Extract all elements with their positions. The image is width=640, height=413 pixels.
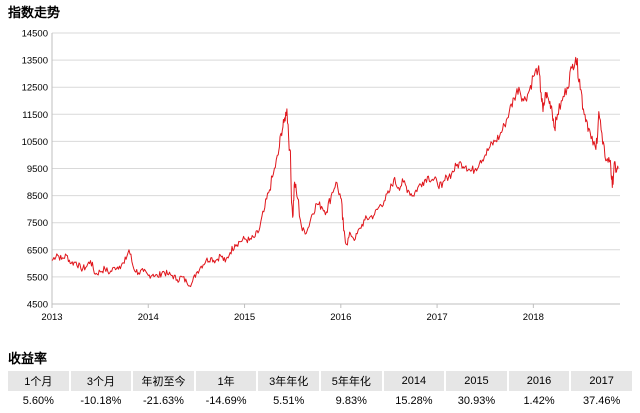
returns-header-2017: 2017 [571, 371, 632, 391]
y-tick-label: 14500 [22, 29, 48, 40]
x-tick-label: 2018 [523, 312, 544, 323]
x-axis-ticks: 2013 2014 2015 2016 2017 2018 [41, 304, 544, 323]
y-tick-label: 7500 [27, 218, 48, 229]
returns-header-3y-annualized: 3年年化 [258, 371, 319, 391]
gridlines [51, 32, 620, 305]
y-tick-label: 4500 [27, 300, 48, 311]
y-tick-label: 13500 [22, 56, 48, 67]
returns-value-2017: 37.46% [583, 395, 621, 407]
returns-value-2015: 30.93% [457, 395, 496, 407]
returns-title: 收益率 [8, 351, 48, 366]
series-line [51, 56, 619, 288]
returns-value-3m: -10.18% [80, 395, 122, 407]
returns-value-2016: 1.42% [523, 395, 555, 407]
returns-header-3m: 3个月 [70, 371, 132, 391]
returns-header-2014: 2014 [383, 371, 445, 391]
returns-header-2016: 2016 [508, 371, 570, 391]
returns-value-2014: 15.28% [395, 395, 433, 407]
x-tick-label: 2014 [138, 312, 159, 323]
line-chart: 4500 5500 6500 7500 8500 9500 10500 11500 12500 1… [22, 29, 620, 323]
returns-header-5y-annualized: 5年年化 [320, 371, 382, 391]
y-tick-label: 6500 [27, 245, 48, 256]
returns-table: 1个月 3个月 年初至今 1年 3年年化 5年年化 2014 2015 2016… [6, 371, 634, 411]
y-tick-label: 5500 [27, 272, 48, 283]
series-layer [51, 56, 619, 288]
x-tick-label: 2016 [330, 312, 351, 323]
x-tick-label: 2013 [41, 312, 62, 323]
returns-value-3y-annualized: 5.51% [273, 395, 305, 407]
returns-header-1m: 1个月 [8, 371, 69, 391]
returns-header-ytd: 年初至今 [133, 371, 194, 391]
returns-value-ytd: -21.63% [142, 395, 184, 407]
chart-title: 指数走势 [8, 5, 61, 20]
returns-value-1m: 5.60% [22, 395, 54, 407]
returns-header-2015: 2015 [446, 371, 507, 391]
x-tick-label: 2015 [234, 312, 255, 323]
returns-value-5y-annualized: 9.83% [335, 395, 367, 407]
y-tick-label: 9500 [27, 164, 48, 175]
returns-value-row: 5.60% -10.18% -21.63% -14.69% 5.51% 9.83… [8, 391, 632, 411]
y-tick-label: 11500 [22, 110, 48, 121]
returns-header-1y: 1年 [195, 371, 257, 391]
returns-header-row: 1个月 3个月 年初至今 1年 3年年化 5年年化 2014 2015 2016… [8, 371, 632, 391]
returns-value-1y: -14.69% [205, 395, 247, 407]
y-axis-ticks: 4500 5500 6500 7500 8500 9500 10500 11500 12500 1… [22, 29, 48, 311]
y-tick-label: 12500 [22, 83, 48, 94]
y-tick-label: 10500 [22, 137, 48, 148]
y-tick-label: 8500 [27, 191, 48, 202]
x-tick-label: 2017 [427, 312, 448, 323]
